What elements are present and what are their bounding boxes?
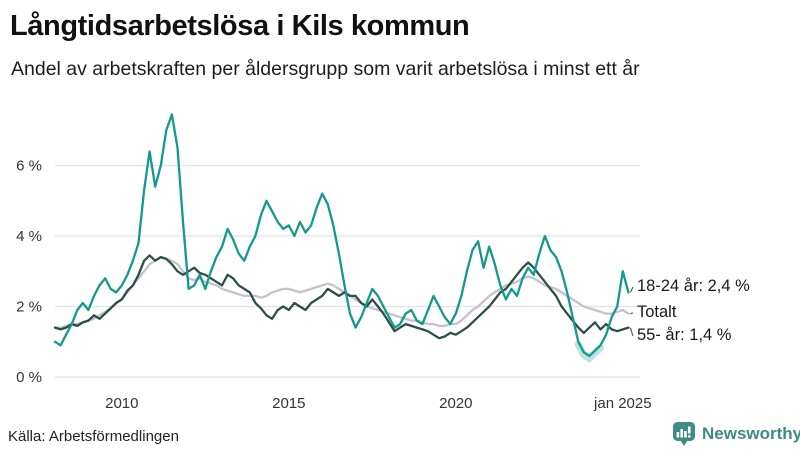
series-end-label-totalt: Totalt xyxy=(637,303,677,321)
y-axis-tick-label: 6 % xyxy=(16,158,42,175)
chart-subtitle: Andel av arbetskraften per åldersgrupp s… xyxy=(11,58,640,80)
y-axis-tick-label: 4 % xyxy=(16,228,42,245)
label-connector xyxy=(629,327,634,337)
x-axis-tick-label: jan 2025 xyxy=(593,395,652,412)
label-connector xyxy=(629,286,634,293)
series-end-label-18-24: 18-24 år: 2,4 % xyxy=(637,277,750,295)
series-line-2 xyxy=(53,254,630,340)
y-axis-tick-label: 0 % xyxy=(16,369,42,386)
series-line-1 xyxy=(53,255,630,329)
x-axis-tick-label: 2020 xyxy=(439,395,472,412)
page-title: Långtidsarbetslösa i Kils kommun xyxy=(10,10,470,42)
x-axis-tick-label: 2010 xyxy=(105,395,138,412)
brand-name: Newsworthy xyxy=(702,424,800,443)
newsworthy-logo-icon xyxy=(673,422,695,446)
x-axis-tick-label: 2015 xyxy=(272,395,305,412)
highlight-band xyxy=(574,340,604,363)
y-axis-tick-label: 2 % xyxy=(16,299,42,316)
source-note: Källa: Arbetsförmedlingen xyxy=(8,428,179,445)
label-connector xyxy=(630,312,634,315)
series-end-label-55: 55- år: 1,4 % xyxy=(637,326,732,344)
series-line-0 xyxy=(53,113,630,358)
newsworthy-brand: Newsworthy xyxy=(672,421,800,447)
